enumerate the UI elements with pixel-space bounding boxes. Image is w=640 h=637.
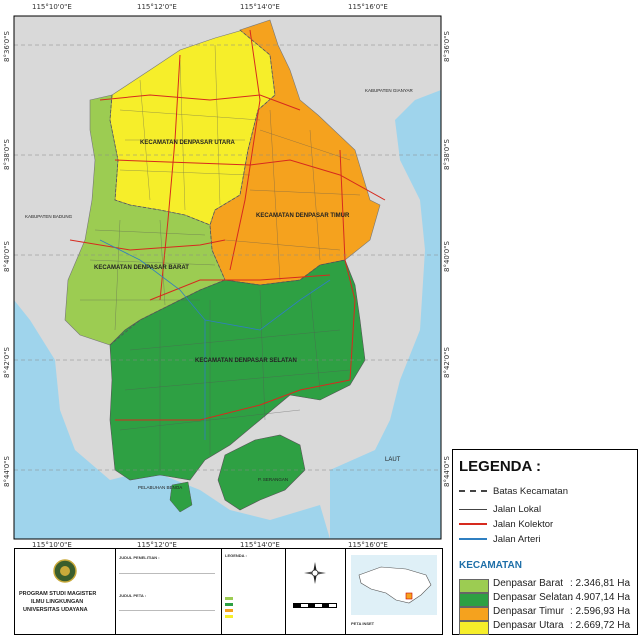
coord-right-3: 8°40'0"S xyxy=(443,241,451,272)
local-roads xyxy=(80,44,361,470)
kecamatan-area: : 4.907,14 Ha xyxy=(570,592,631,603)
small-legend-title: LEGENDA : xyxy=(225,553,247,558)
institution-line-3: UNIVERSITAS UDAYANA xyxy=(23,607,88,613)
label-kabupaten-badung: KABUPATEN BADUNG xyxy=(25,214,73,219)
coord-right-1: 8°36'0"S xyxy=(443,31,451,62)
small-legend-cell: LEGENDA : xyxy=(221,549,286,634)
coord-left-2: 8°38'0"S xyxy=(3,139,11,170)
kecamatan-name: Denpasar Utara xyxy=(493,620,564,631)
institution-line-2: ILMU LINGKUNGAN xyxy=(31,599,84,605)
legend-label: Batas Kecamatan xyxy=(493,485,568,497)
kecamatan-name: Denpasar Selatan xyxy=(493,592,574,603)
collector-roads xyxy=(69,29,386,421)
legend-row-kolektor: Jalan Kolektor xyxy=(459,517,553,531)
legend-row-batas: Batas Kecamatan xyxy=(459,484,568,498)
coord-right-2: 8°38'0"S xyxy=(443,139,451,170)
legend-label: Jalan Lokal xyxy=(493,503,542,515)
scale-bar xyxy=(293,603,337,608)
label-pelabuhan-benoa: PELABUHAN BENOA xyxy=(138,485,183,490)
coord-top-2: 115°12'0"E xyxy=(137,3,177,11)
small-swatch-icon xyxy=(225,597,233,600)
label-denpasar-timur: KECAMATAN DENPASAR TIMUR xyxy=(256,213,350,219)
label-denpasar-barat: KECAMATAN DENPASAR BARAT xyxy=(94,265,189,271)
coord-left-3: 8°40'0"S xyxy=(3,241,11,272)
legend-kecamatan-utara: Denpasar Utara : 2.669,72 Ha xyxy=(459,619,634,635)
kecamatan-area: : 2.596,93 Ha xyxy=(570,606,631,617)
label-p-serangan: P. SERANGAN xyxy=(258,477,289,482)
kecamatan-area: : 2.669,72 Ha xyxy=(570,620,631,631)
coord-bottom-4: 115°16'0"E xyxy=(348,541,388,549)
coord-left-4: 8°42'0"S xyxy=(3,347,11,378)
legend-row-arteri: Jalan Arteri xyxy=(459,532,541,546)
legend-panel: LEGENDA : Batas Kecamatan Jalan Lokal Ja… xyxy=(452,449,638,635)
legend-label: Jalan Arteri xyxy=(493,533,541,545)
coord-left-1: 8°36'0"S xyxy=(3,31,11,62)
kecamatan-name: Denpasar Barat xyxy=(493,578,564,589)
judul-peta-text xyxy=(119,602,215,611)
coord-top-1: 115°10'0"E xyxy=(32,3,72,11)
legend-kecamatan-selatan: Denpasar Selatan : 4.907,14 Ha xyxy=(459,591,634,607)
coord-bottom-1: 115°10'0"E xyxy=(32,541,72,549)
coord-right-5: 8°44'0"S xyxy=(443,456,451,487)
legend-label: Jalan Kolektor xyxy=(493,518,554,530)
dashed-line-icon xyxy=(459,490,487,492)
north-arrow-cell xyxy=(285,549,346,634)
title-cell: JUDUL PENELITIAN : JUDUL PETA : xyxy=(115,549,222,634)
swatch-icon xyxy=(459,593,489,607)
institution-cell: PROGRAM STUDI MAGISTER ILMU LINGKUNGAN U… xyxy=(15,549,116,634)
judul-penelitian-label: JUDUL PENELITIAN : xyxy=(119,555,160,560)
coord-bottom-2: 115°12'0"E xyxy=(137,541,177,549)
compass-icon xyxy=(304,562,326,584)
coord-right-4: 8°42'0"S xyxy=(443,347,451,378)
institution-line-1: PROGRAM STUDI MAGISTER xyxy=(19,591,97,597)
small-swatch-icon xyxy=(225,615,233,618)
judul-peta-label: JUDUL PETA : xyxy=(119,593,147,598)
red-line-icon xyxy=(459,523,487,525)
label-denpasar-selatan: KECAMATAN DENPASAR SELATAN xyxy=(195,358,297,364)
coord-left-5: 8°44'0"S xyxy=(3,456,11,487)
line-icon xyxy=(459,508,487,510)
peta-inset-label: PETA INSET xyxy=(351,621,375,626)
sea-east xyxy=(330,16,441,539)
label-laut: LAUT xyxy=(385,457,401,463)
graticule xyxy=(14,44,441,471)
blue-line-icon xyxy=(459,538,487,540)
island-serangan xyxy=(217,434,306,511)
kecamatan-area: : 2.346,81 Ha xyxy=(570,578,631,589)
label-denpasar-utara: KECAMATAN DENPASAR UTARA xyxy=(140,140,235,146)
legend-row-lokal: Jalan Lokal xyxy=(459,502,541,516)
islet-benoa xyxy=(169,481,193,513)
swatch-icon xyxy=(459,607,489,621)
coord-top-3: 115°14'0"E xyxy=(240,3,280,11)
legend-kecamatan-title: KECAMATAN xyxy=(459,560,522,571)
coord-bottom-3: 115°14'0"E xyxy=(240,541,280,549)
swatch-icon xyxy=(459,621,489,635)
inset-map-cell: PETA INSET xyxy=(345,549,442,634)
small-swatch-icon xyxy=(225,603,233,606)
legend-kecamatan-timur: Denpasar Timur : 2.596,93 Ha xyxy=(459,605,634,621)
legend-kecamatan-barat: Denpasar Barat : 2.346,81 Ha xyxy=(459,577,634,593)
swatch-icon xyxy=(459,579,489,593)
legend-title: LEGENDA : xyxy=(459,458,541,475)
coord-top-4: 115°16'0"E xyxy=(348,3,388,11)
district-boundaries xyxy=(109,29,346,346)
label-kabupaten-gianyar: KABUPATEN GIANYAR xyxy=(365,88,413,93)
kecamatan-name: Denpasar Timur xyxy=(493,606,565,617)
university-logo-icon xyxy=(53,559,77,583)
inset-map xyxy=(351,555,437,615)
info-panel: PROGRAM STUDI MAGISTER ILMU LINGKUNGAN U… xyxy=(14,548,443,635)
small-swatch-icon xyxy=(225,609,233,612)
sea-south xyxy=(14,300,330,539)
map-border xyxy=(13,15,442,540)
judul-penelitian-text xyxy=(119,563,215,574)
